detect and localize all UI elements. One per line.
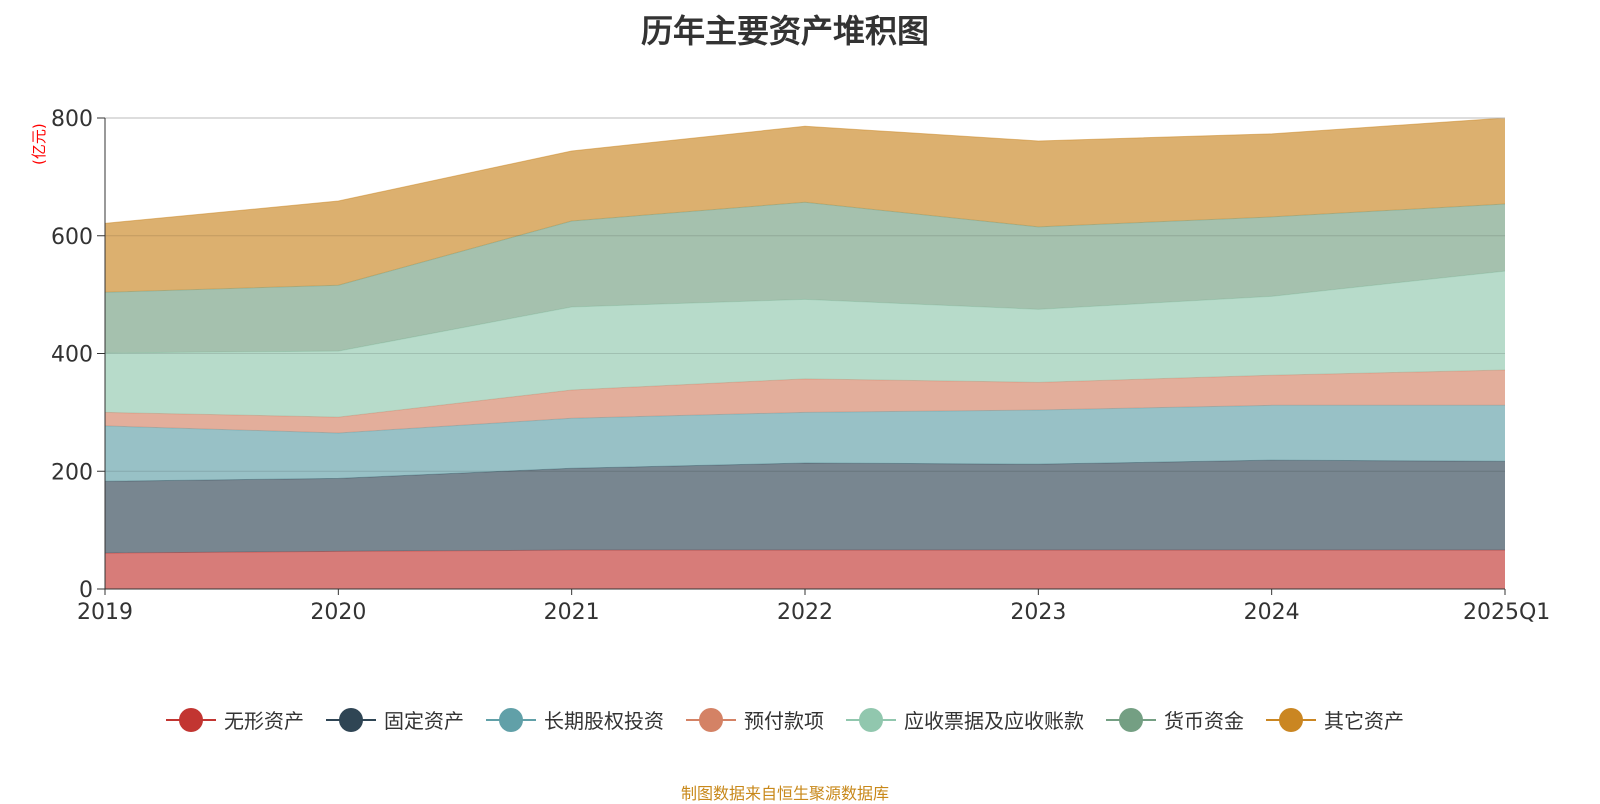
y-tick-label: 0 — [79, 578, 93, 603]
x-tick-label: 2020 — [310, 600, 366, 625]
legend-marker-icon — [846, 707, 896, 732]
y-tick-label: 800 — [51, 107, 93, 132]
area-4 — [105, 271, 1505, 418]
legend-item[interactable]: 其它资产 — [1266, 705, 1404, 734]
x-tick-label: 2023 — [1010, 600, 1066, 625]
legend-item[interactable]: 应收票据及应收账款 — [846, 705, 1084, 734]
legend-label: 货币资金 — [1164, 709, 1244, 733]
x-tick-label: 2021 — [544, 600, 600, 625]
legend-label: 应收票据及应收账款 — [904, 709, 1084, 733]
legend-label: 其它资产 — [1324, 709, 1404, 733]
legend-label: 长期股权投资 — [544, 709, 664, 733]
area-5 — [105, 202, 1505, 353]
x-tick-label: 2025Q1 — [1463, 600, 1550, 625]
legend-label: 固定资产 — [384, 709, 464, 733]
legend-item[interactable]: 无形资产 — [166, 705, 304, 734]
chart-title: 历年主要资产堆积图 — [640, 12, 929, 50]
x-tick-label: 2019 — [77, 600, 133, 625]
x-tick-label: 2022 — [777, 600, 833, 625]
y-tick-label: 400 — [51, 343, 93, 368]
legend-marker-icon — [1106, 707, 1156, 732]
stacked-area-chart: 0 200 400 600 800 2019 2020 2021 2022 2023 2024 202… — [51, 107, 1550, 625]
y-tick-label: 200 — [51, 460, 93, 485]
legend-item[interactable]: 货币资金 — [1106, 705, 1244, 734]
legend-label: 无形资产 — [224, 709, 304, 733]
legend-item[interactable]: 长期股权投资 — [486, 705, 664, 734]
area-1 — [105, 460, 1505, 554]
legend-marker-icon — [1266, 707, 1316, 732]
legend-marker-icon — [686, 707, 736, 732]
source-note: 制图数据来自恒生聚源数据库 — [680, 784, 889, 803]
legend-marker-icon — [166, 707, 216, 732]
area-6 — [105, 118, 1505, 293]
area-0 — [105, 550, 1505, 589]
x-tick-label: 2024 — [1244, 600, 1300, 625]
legend-marker-icon — [486, 707, 536, 732]
series-line-6 — [104, 117, 1506, 224]
y-tick-label: 600 — [51, 225, 93, 250]
area-3 — [105, 369, 1505, 433]
legend-label: 预付款项 — [744, 709, 824, 733]
area-2 — [105, 405, 1505, 482]
legend: 无形资产 固定资产 长期股权投资 预付款项 应收票据及应收账款 货币资金 其它资产 — [0, 705, 1570, 734]
legend-item[interactable]: 预付款项 — [686, 705, 824, 734]
legend-marker-icon — [326, 707, 376, 732]
legend-item[interactable]: 固定资产 — [326, 705, 464, 734]
